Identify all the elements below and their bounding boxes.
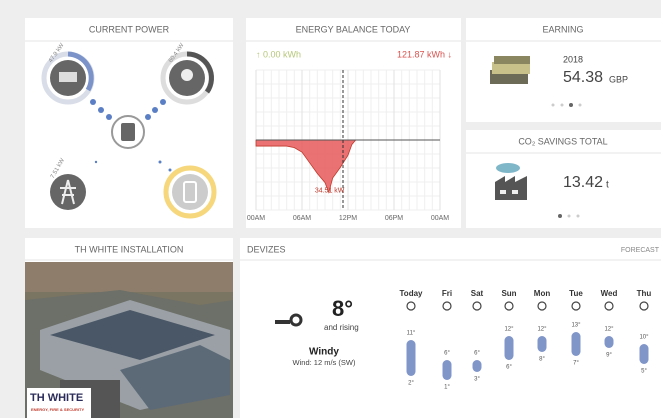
- import-total: ↑ 0.00 kWh: [256, 49, 301, 59]
- panel-title: TH WHITE INSTALLATION: [75, 244, 184, 254]
- temp-range: [407, 340, 416, 376]
- earning-unit: GBP: [609, 74, 628, 84]
- panel-title: EARNING: [542, 24, 583, 34]
- low-label: 9°: [606, 353, 612, 359]
- x-tick-label: 00AM: [431, 215, 449, 222]
- low-label: 1°: [444, 385, 450, 391]
- day-name: Fri: [442, 289, 452, 298]
- low-label: 6°: [506, 365, 512, 371]
- export-total: 121.87 kWh ↓: [397, 49, 452, 59]
- temp-range: [538, 336, 547, 352]
- earning-year: 2018: [563, 54, 583, 64]
- peak-label: 34.51 kW: [315, 187, 345, 194]
- logo-sub: ENERGY, FIRE & SECURITY: [31, 407, 84, 412]
- day-name: Sat: [471, 289, 484, 298]
- temp-range: [473, 360, 482, 372]
- temp-range: [605, 336, 614, 348]
- day-name: Mon: [534, 289, 551, 298]
- day-name: Tue: [569, 289, 583, 298]
- x-tick-label: 06PM: [385, 215, 403, 222]
- day-name: Today: [400, 289, 424, 298]
- day-name: Sun: [501, 289, 516, 298]
- low-label: 5°: [641, 369, 647, 375]
- x-tick-label: 06AM: [293, 215, 311, 222]
- temp-range: [640, 344, 649, 364]
- day-name: Thu: [637, 289, 652, 298]
- temp-trend: and rising: [324, 323, 359, 332]
- x-tick-label: 00AM: [247, 215, 265, 222]
- temp-range: [505, 336, 514, 360]
- high-label: 6°: [444, 351, 450, 357]
- panel: [240, 238, 661, 418]
- current-temp: 8°: [332, 296, 353, 321]
- temp-range: [572, 332, 581, 356]
- page: CURRENT POWER ENERGY BALANCE TODAY EARNI…: [0, 0, 661, 418]
- low-label: 7°: [573, 361, 579, 367]
- low-label: 2°: [408, 381, 414, 387]
- high-label: 10°: [639, 335, 649, 341]
- panel-title: ENERGY BALANCE TODAY: [296, 24, 411, 34]
- panel-title: CO₂ SAVINGS TOTAL: [518, 136, 607, 146]
- earning-value: 54.38: [563, 69, 603, 86]
- dashboard: CURRENT POWER ENERGY BALANCE TODAY EARNI…: [0, 0, 661, 418]
- co2-unit: t: [606, 180, 609, 191]
- high-label: 11°: [407, 331, 416, 337]
- x-tick-label: 12PM: [339, 215, 357, 222]
- wind: Wind: 12 m/s (SW): [293, 358, 356, 367]
- forecast-link[interactable]: FORECAST: [621, 247, 660, 254]
- money-icon: [490, 56, 530, 84]
- temp-range: [443, 360, 452, 380]
- day-name: Wed: [601, 289, 618, 298]
- high-label: 12°: [504, 327, 514, 333]
- high-label: 6°: [474, 351, 480, 357]
- condition: Windy: [309, 347, 339, 358]
- panel-title: DEVIZES: [247, 244, 286, 254]
- co2-value: 13.42: [563, 174, 603, 191]
- low-label: 8°: [539, 357, 545, 363]
- high-label: 12°: [537, 327, 547, 333]
- low-label: 3°: [474, 377, 480, 383]
- high-label: 12°: [604, 327, 614, 333]
- panel-title: CURRENT POWER: [89, 24, 170, 34]
- high-label: 13°: [571, 323, 581, 329]
- logo: TH WHITE: [30, 392, 83, 404]
